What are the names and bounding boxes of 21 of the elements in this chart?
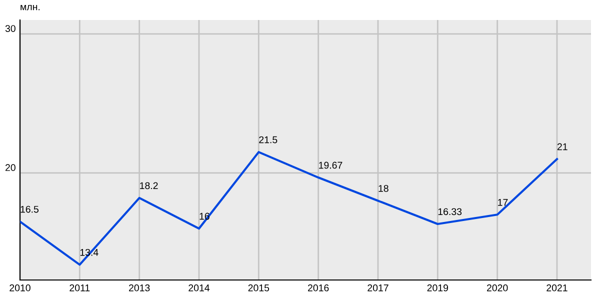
- x-tick-label: 2021: [546, 284, 568, 292]
- x-tick-label: 2020: [487, 284, 508, 292]
- data-label: 16.33: [438, 208, 462, 216]
- data-label: 19.67: [319, 162, 342, 169]
- data-label: 18.2: [140, 182, 158, 190]
- data-label: 21.5: [259, 136, 278, 144]
- x-tick-label: 2011: [70, 284, 90, 292]
- data-label: 21: [557, 143, 568, 150]
- data-label: 18: [378, 185, 388, 192]
- x-tick-label: 2019: [427, 284, 448, 292]
- y-axis-title: млн.: [20, 5, 40, 10]
- data-label: 16.5: [20, 206, 39, 213]
- x-tick-label: 2016: [308, 284, 329, 292]
- x-tick-label: 2010: [10, 284, 30, 292]
- y-tick-label: 30: [5, 25, 16, 32]
- data-label: 17: [498, 199, 508, 206]
- x-tick-label: 2017: [368, 284, 388, 292]
- x-tick-label: 2014: [188, 284, 210, 292]
- x-tick-label: 2013: [129, 284, 150, 292]
- x-tick-label: 2015: [248, 284, 270, 292]
- y-tick-label: 20: [6, 164, 16, 172]
